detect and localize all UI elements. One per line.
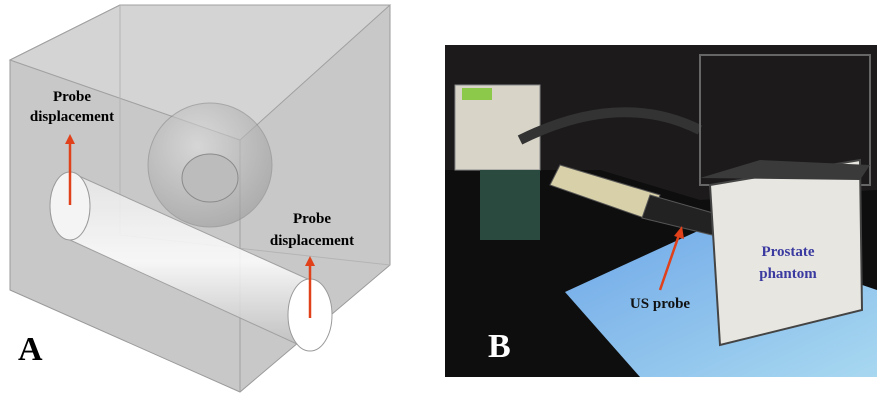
panel-label: A xyxy=(18,331,43,368)
annotation: Probe xyxy=(53,89,91,105)
figure: Probe displacement Probe displacement A … xyxy=(0,0,877,397)
annotation: phantom xyxy=(759,266,817,282)
panel-b: US probe Prostate phantom B xyxy=(445,45,877,377)
annotation: Prostate xyxy=(761,244,814,260)
annotation: US probe xyxy=(630,296,690,312)
annotation: displacement xyxy=(270,233,354,249)
device-part xyxy=(462,88,492,100)
annotation: Probe xyxy=(293,211,331,227)
sphere-core xyxy=(182,154,238,202)
mount xyxy=(480,170,540,240)
annotation: displacement xyxy=(30,109,114,125)
panel-label: B xyxy=(488,328,511,365)
panel-a: Probe displacement Probe displacement A xyxy=(10,5,390,392)
page: Probe displacement Probe displacement A … xyxy=(0,0,877,397)
